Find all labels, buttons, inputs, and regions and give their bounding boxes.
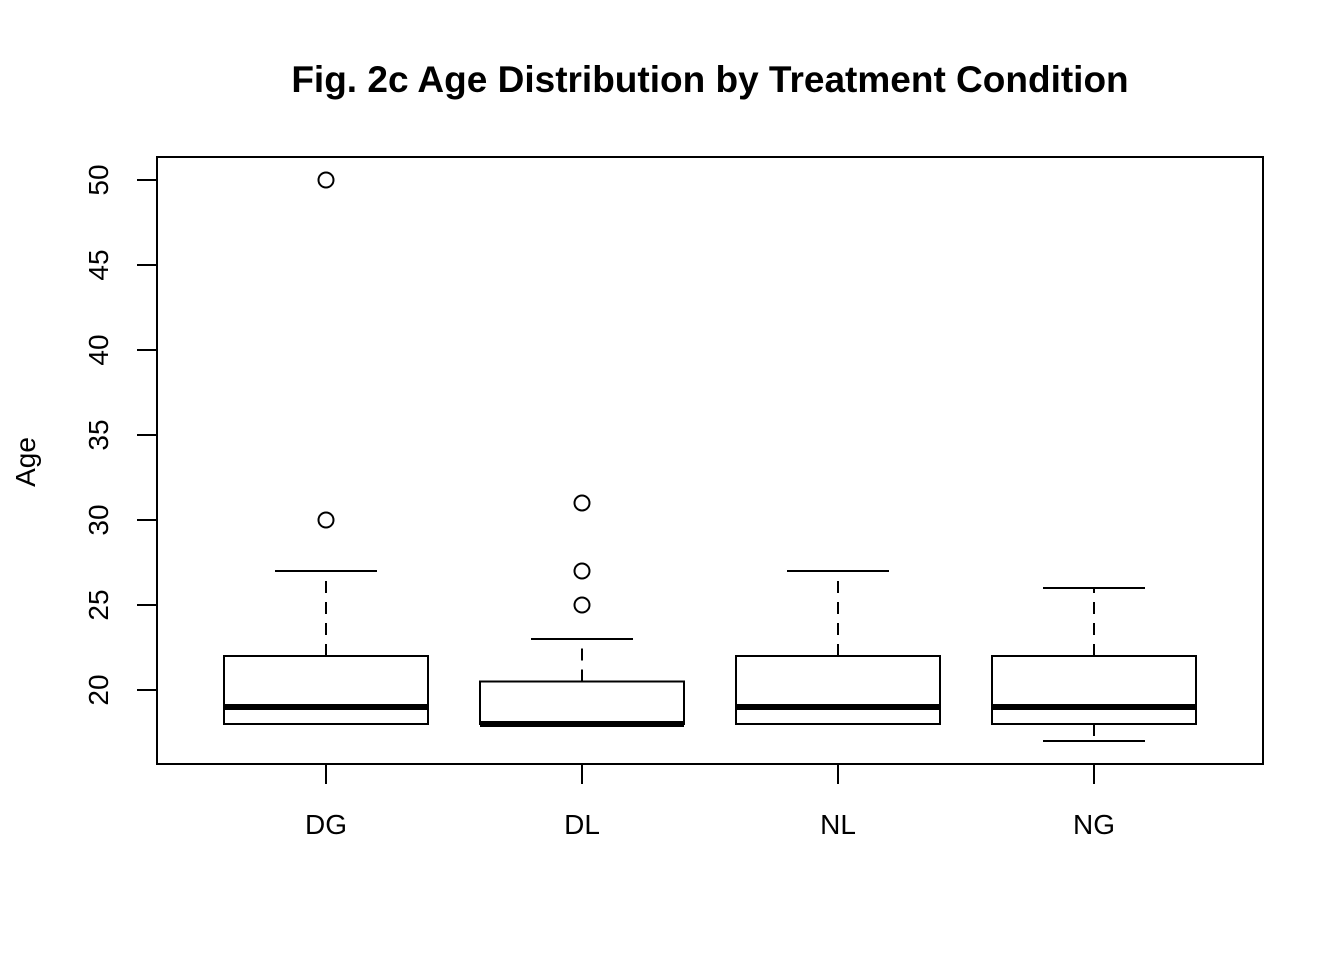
x-axis: DG DL NL NG [305,764,1115,840]
box-ng [991,655,1197,725]
y-axis: 20 25 30 35 40 45 50 [83,164,157,706]
x-tick-label-nl: NL [820,809,856,840]
y-tick-label-35: 35 [83,419,114,450]
y-axis-label: Age [10,437,41,487]
boxes-layer [223,171,1197,742]
plot-frame [156,156,1264,765]
y-tick-label-30: 30 [83,504,114,535]
y-tick-label-40: 40 [83,334,114,365]
x-tick-label-dg: DG [305,809,347,840]
outlier-point-dl-31 [573,494,591,512]
box-nl [735,655,941,725]
y-tick-label-25: 25 [83,589,114,620]
outlier-point-dl-25 [573,596,591,614]
chart-title: Fig. 2c Age Distribution by Treatment Co… [291,59,1128,100]
x-tick-label-dl: DL [564,809,600,840]
box-group-ng [991,587,1197,742]
y-tick-label-50: 50 [83,164,114,195]
outlier-point-dg-30 [317,511,335,529]
box-dl [479,680,685,725]
box-dg [223,655,429,725]
x-tick-label-ng: NG [1073,809,1115,840]
y-tick-label-20: 20 [83,674,114,705]
outlier-point-dg-50 [317,171,335,189]
box-group-dl [479,494,685,727]
y-tick-label-45: 45 [83,249,114,280]
box-group-nl [735,570,941,725]
outlier-point-dl-27 [573,562,591,580]
box-group-dg [223,171,429,725]
